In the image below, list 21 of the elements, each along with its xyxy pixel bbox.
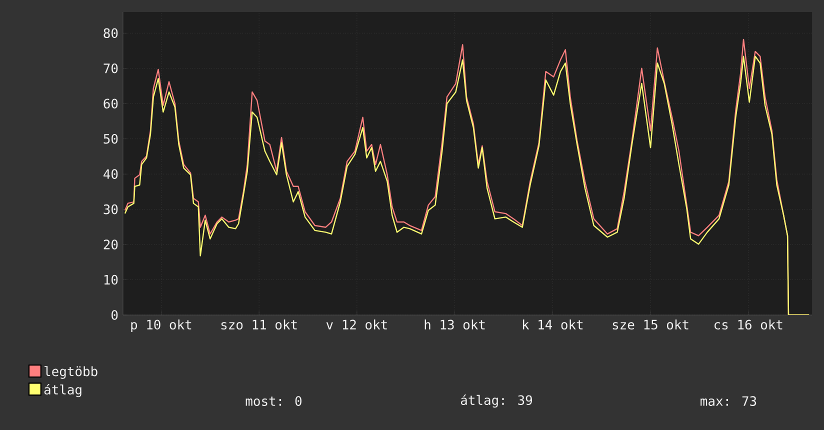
y-tick-label: 0 <box>112 310 118 320</box>
y-tick-label: 50 <box>104 134 118 144</box>
y-tick-label: 30 <box>104 204 118 214</box>
y-tick-label: 40 <box>104 169 118 179</box>
y-tick-label: 80 <box>104 28 118 38</box>
x-tick-label: szo 11 okt <box>221 320 297 330</box>
text: most: 0 <box>246 396 302 406</box>
x-tick-label: sze 15 okt <box>612 320 688 330</box>
y-tick-label: 60 <box>104 98 118 109</box>
x-tick-label: cs 16 okt <box>714 320 782 330</box>
text: max: 73 <box>700 396 756 406</box>
x-tick-label: h 13 okt <box>424 320 485 330</box>
legend-label: átlag <box>44 384 82 398</box>
x-tick-label: v 12 okt <box>326 320 387 330</box>
x-tick-label: p 10 okt <box>131 320 192 332</box>
y-tick-label: 70 <box>104 63 118 74</box>
legend-label: legtöbb <box>44 366 98 379</box>
text: átlag: 39 <box>460 394 532 408</box>
y-tick-label: 20 <box>104 240 118 250</box>
y-tick-label: 10 <box>104 274 118 285</box>
x-tick-label: k 14 okt <box>522 320 583 330</box>
